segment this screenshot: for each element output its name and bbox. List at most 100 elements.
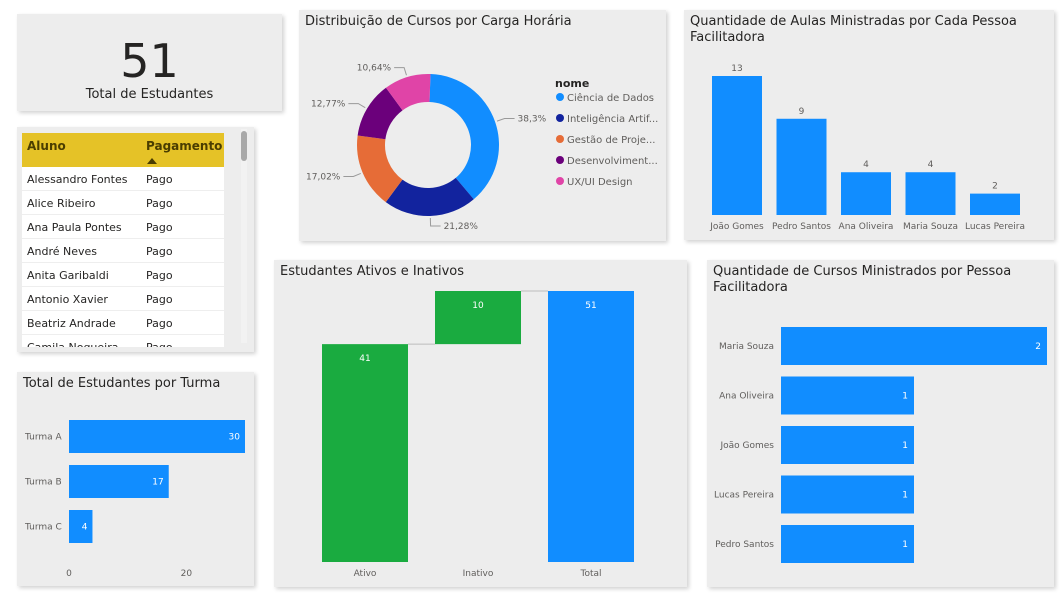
table-body: Alessandro Fontes Pago Alice Ribeiro Pago An… [22, 167, 224, 347]
x-tick-label: Ana Oliveira [839, 222, 894, 232]
legend-entry[interactable]: Gestão de Proje... [567, 135, 655, 146]
bar[interactable] [435, 291, 521, 345]
table-row[interactable]: Beatriz Andrade Pago [22, 311, 224, 335]
cursos-chart-title: Quantidade de Cursos Ministrados por Pes… [713, 264, 1012, 295]
bar-data-label: 9 [799, 107, 805, 117]
bar[interactable] [69, 420, 245, 453]
bar[interactable] [905, 172, 956, 215]
turma-chart-title: Total de Estudantes por Turma [23, 376, 221, 391]
cell-aluno: Antonio Xavier [27, 293, 108, 306]
donut-chart: 38,3% 21,28% 17,02% 12,77% 10,64% nome Ciência… [306, 64, 658, 232]
turma-chart-card[interactable]: Total de Estudantes por Turma 30 Turma A 1… [17, 372, 254, 586]
column-header-aluno[interactable]: Aluno [27, 139, 66, 153]
bar[interactable] [712, 76, 762, 215]
donut-label-leader [429, 217, 441, 227]
bar[interactable] [781, 327, 1047, 365]
bar[interactable] [841, 172, 891, 215]
waterfall-chart-title: Estudantes Ativos e Inativos [280, 264, 465, 279]
table-row[interactable]: Antonio Xavier Pago [22, 287, 224, 311]
cell-pagamento: Pago [146, 341, 173, 347]
donut-data-label: 38,3% [518, 115, 547, 125]
bar-data-label: 4 [82, 523, 88, 533]
cell-pagamento: Pago [146, 293, 173, 306]
y-tick-label: Pedro Santos [715, 540, 774, 550]
bar[interactable] [69, 465, 169, 498]
cell-aluno: Ana Paula Pontes [27, 221, 122, 234]
bar-data-label: 41 [359, 354, 370, 364]
kpi-card[interactable]: 51 Total de Estudantes [17, 14, 282, 111]
bar-data-label: 4 [928, 160, 934, 170]
donut-chart-title: Distribuição de Cursos por Carga Horária [305, 14, 572, 29]
y-tick-label: Turma B [24, 478, 62, 488]
y-tick-label: Turma A [24, 433, 63, 443]
bar[interactable] [781, 525, 914, 563]
aulas-bar-chart: 13 João Gomes 9 Pedro Santos 4 Ana Oliveira 4 M… [709, 64, 1025, 232]
legend-entry[interactable]: Desenvolviment... [567, 156, 658, 167]
cell-aluno: Camila Nogueira [27, 341, 119, 347]
x-tick-label: Total [579, 569, 601, 579]
bar-data-label: 2 [1035, 342, 1041, 352]
donut-slice[interactable] [385, 74, 431, 111]
bar-data-label: 1 [902, 441, 908, 451]
waterfall-chart-card[interactable]: Estudantes Ativos e Inativos 41 Ativo 10 In… [274, 260, 687, 587]
cell-pagamento: Pago [146, 245, 173, 258]
donut-chart-card[interactable]: Distribuição de Cursos por Carga Horária… [299, 10, 666, 241]
donut-slice[interactable] [357, 135, 403, 203]
donut-label-leader [496, 118, 515, 122]
column-header-pagamento[interactable]: Pagamento [146, 139, 223, 153]
donut-data-label: 12,77% [311, 100, 346, 110]
table-scrollbar[interactable] [241, 129, 247, 343]
table-row[interactable]: Camila Nogueira Pago [22, 335, 224, 347]
legend-entry[interactable]: Inteligência Artif... [567, 113, 658, 125]
legend-entry[interactable]: Ciência de Dados [567, 92, 654, 104]
table-row[interactable]: Ana Paula Pontes Pago [22, 215, 224, 239]
bar-data-label: 1 [902, 392, 908, 402]
x-tick-label: Maria Souza [903, 222, 958, 232]
donut-slice[interactable] [357, 87, 403, 140]
cell-aluno: André Neves [27, 245, 98, 258]
bar[interactable] [69, 510, 93, 543]
bar-data-label: 10 [472, 301, 484, 311]
bar-data-label: 13 [731, 64, 742, 74]
bar[interactable] [776, 118, 827, 215]
donut-label-leader [348, 103, 366, 109]
legend-marker [556, 135, 564, 143]
y-tick-label: Lucas Pereira [714, 491, 774, 501]
donut-slice[interactable] [385, 177, 474, 217]
cell-pagamento: Pago [146, 269, 173, 282]
students-table-card[interactable]: Aluno Pagamento Alessandro Fontes Pago Ali… [17, 127, 254, 352]
legend-marker [556, 93, 564, 101]
bar[interactable] [781, 426, 914, 464]
x-tick-label: João Gomes [709, 222, 764, 232]
bar[interactable] [970, 193, 1020, 215]
table-header: Aluno Pagamento [22, 133, 224, 167]
cursos-chart-card[interactable]: Quantidade de Cursos Ministrados por Pes… [707, 260, 1054, 587]
bar[interactable] [781, 475, 914, 514]
x-tick-label: Pedro Santos [772, 222, 831, 232]
bar-data-label: 51 [585, 301, 596, 311]
sort-ascending-icon [147, 158, 157, 164]
bar[interactable] [781, 376, 914, 415]
y-tick-label: Ana Oliveira [719, 392, 774, 402]
table-row[interactable]: Alessandro Fontes Pago [22, 167, 224, 191]
table-row[interactable]: Alice Ribeiro Pago [22, 191, 224, 215]
donut-data-label: 10,64% [357, 64, 392, 74]
bar-data-label: 17 [152, 478, 163, 488]
x-tick-label: 20 [181, 569, 193, 579]
donut-slice[interactable] [429, 74, 499, 200]
cell-aluno: Alice Ribeiro [27, 197, 96, 210]
turma-bar-chart: 30 Turma A 17 Turma B 4 Turma C 0 20 [24, 420, 245, 579]
cell-aluno: Anita Garibaldi [27, 269, 109, 282]
scroll-thumb[interactable] [241, 131, 247, 161]
aulas-chart-title: Quantidade de Aulas Ministradas por Cada… [690, 14, 1017, 45]
bar-data-label: 1 [902, 491, 908, 501]
donut-data-label: 17,02% [306, 173, 341, 183]
x-tick-label: Lucas Pereira [965, 222, 1025, 232]
aulas-chart-card[interactable]: Quantidade de Aulas Ministradas por Cada… [684, 10, 1054, 240]
legend-marker [556, 177, 564, 185]
bar[interactable] [322, 344, 408, 562]
table-row[interactable]: André Neves Pago [22, 239, 224, 263]
legend-entry[interactable]: UX/UI Design [567, 177, 633, 188]
bar[interactable] [548, 291, 634, 562]
table-row[interactable]: Anita Garibaldi Pago [22, 263, 224, 287]
